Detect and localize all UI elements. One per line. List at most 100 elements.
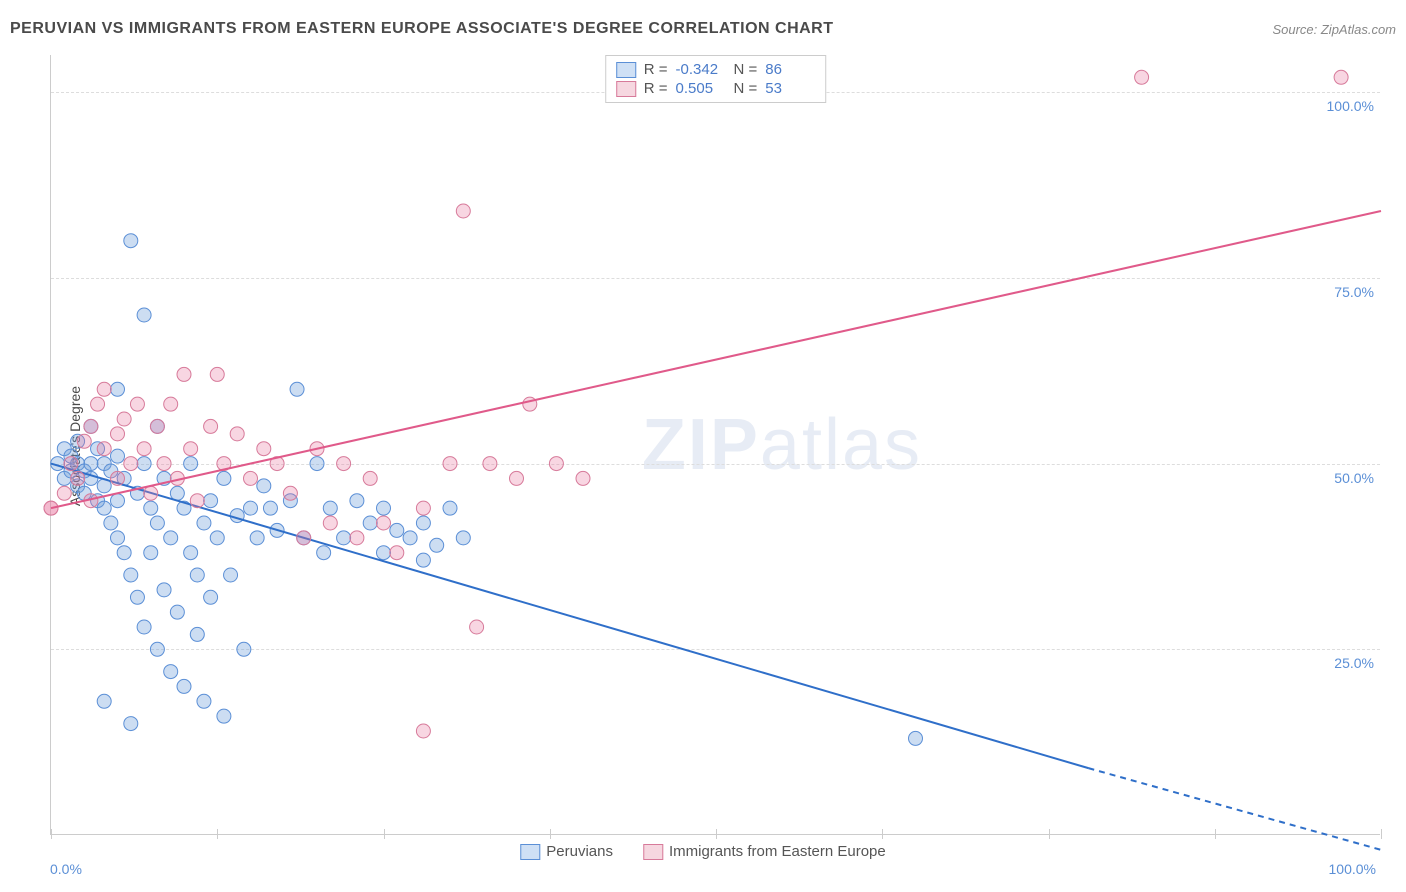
scatter-point <box>130 590 144 604</box>
scatter-point <box>157 457 171 471</box>
regression-line <box>51 211 1381 508</box>
scatter-point <box>430 538 444 552</box>
scatter-point <box>576 471 590 485</box>
scatter-point <box>456 531 470 545</box>
scatter-point <box>144 501 158 515</box>
scatter-point <box>297 531 311 545</box>
scatter-point <box>117 412 131 426</box>
scatter-point <box>111 531 125 545</box>
chart-svg <box>51 55 1380 834</box>
scatter-point <box>57 486 71 500</box>
scatter-point <box>144 486 158 500</box>
scatter-point <box>390 546 404 560</box>
scatter-point <box>244 471 258 485</box>
bottom-legend: Peruvians Immigrants from Eastern Europe <box>520 843 885 860</box>
scatter-point <box>204 590 218 604</box>
scatter-point <box>337 457 351 471</box>
scatter-point <box>150 642 164 656</box>
scatter-point <box>390 523 404 537</box>
scatter-point <box>124 717 138 731</box>
legend-swatch-2 <box>643 844 663 860</box>
scatter-point <box>124 568 138 582</box>
scatter-point <box>124 457 138 471</box>
scatter-point <box>111 449 125 463</box>
chart-title: PERUVIAN VS IMMIGRANTS FROM EASTERN EURO… <box>10 20 834 38</box>
scatter-point <box>111 494 125 508</box>
scatter-point <box>190 494 204 508</box>
scatter-point <box>77 434 91 448</box>
x-tick <box>1381 829 1382 839</box>
scatter-point <box>350 531 364 545</box>
scatter-point <box>217 709 231 723</box>
legend-swatch-1 <box>520 844 540 860</box>
scatter-point <box>164 397 178 411</box>
x-axis-max-label: 100.0% <box>1329 861 1376 877</box>
scatter-point <box>1334 70 1348 84</box>
scatter-point <box>317 546 331 560</box>
scatter-point <box>403 531 417 545</box>
scatter-point <box>250 531 264 545</box>
scatter-point <box>257 479 271 493</box>
scatter-point <box>111 471 125 485</box>
scatter-point <box>210 367 224 381</box>
scatter-point <box>130 397 144 411</box>
scatter-point <box>377 501 391 515</box>
scatter-point <box>91 397 105 411</box>
scatter-point <box>323 501 337 515</box>
scatter-point <box>184 546 198 560</box>
scatter-point <box>157 583 171 597</box>
scatter-point <box>310 457 324 471</box>
scatter-point <box>470 620 484 634</box>
scatter-point <box>217 471 231 485</box>
scatter-point <box>483 457 497 471</box>
legend-item-series-2: Immigrants from Eastern Europe <box>643 843 886 860</box>
scatter-point <box>144 546 158 560</box>
scatter-point <box>443 501 457 515</box>
scatter-point <box>197 516 211 530</box>
scatter-point <box>97 382 111 396</box>
scatter-point <box>137 457 151 471</box>
scatter-point <box>230 427 244 441</box>
scatter-point <box>549 457 563 471</box>
scatter-point <box>377 516 391 530</box>
scatter-point <box>111 427 125 441</box>
scatter-point <box>290 382 304 396</box>
scatter-point <box>137 620 151 634</box>
scatter-point <box>184 442 198 456</box>
source-attribution: Source: ZipAtlas.com <box>1272 22 1396 37</box>
scatter-point <box>197 694 211 708</box>
scatter-point <box>184 457 198 471</box>
scatter-point <box>337 531 351 545</box>
scatter-point <box>1135 70 1149 84</box>
scatter-point <box>111 382 125 396</box>
scatter-point <box>237 642 251 656</box>
scatter-point <box>150 419 164 433</box>
scatter-point <box>177 367 191 381</box>
scatter-point <box>283 486 297 500</box>
scatter-point <box>224 568 238 582</box>
scatter-point <box>377 546 391 560</box>
x-axis-min-label: 0.0% <box>50 861 82 877</box>
scatter-point <box>190 568 204 582</box>
scatter-point <box>84 419 98 433</box>
scatter-point <box>97 501 111 515</box>
scatter-point <box>137 442 151 456</box>
scatter-point <box>104 516 118 530</box>
scatter-point <box>363 471 377 485</box>
scatter-point <box>363 516 377 530</box>
scatter-point <box>71 471 85 485</box>
scatter-point <box>150 516 164 530</box>
scatter-point <box>177 679 191 693</box>
scatter-point <box>84 457 98 471</box>
scatter-point <box>416 516 430 530</box>
scatter-point <box>204 419 218 433</box>
scatter-point <box>97 694 111 708</box>
scatter-point <box>170 605 184 619</box>
scatter-point <box>416 553 430 567</box>
scatter-point <box>190 627 204 641</box>
scatter-point <box>164 531 178 545</box>
scatter-point <box>350 494 364 508</box>
scatter-point <box>164 665 178 679</box>
scatter-point <box>137 308 151 322</box>
scatter-point <box>257 442 271 456</box>
